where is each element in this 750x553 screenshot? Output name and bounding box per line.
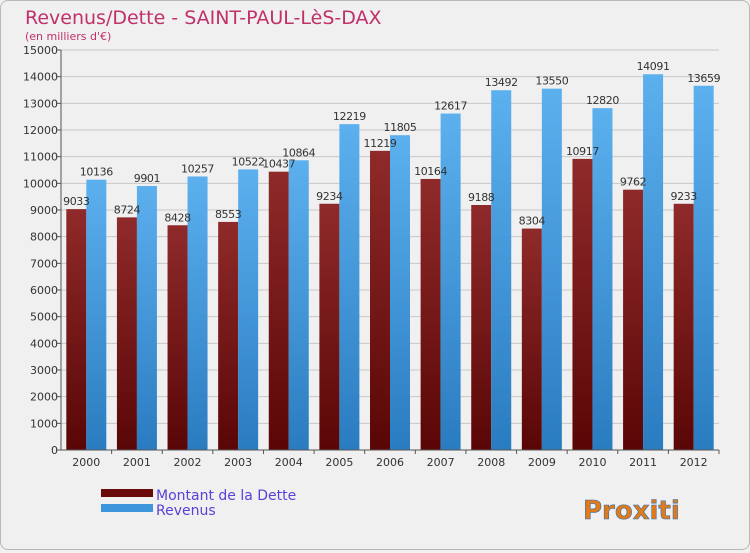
y-tick-label: 7000 xyxy=(30,257,58,270)
data-label-debt: 10164 xyxy=(414,165,447,178)
bar-revenue xyxy=(693,85,714,450)
y-tick-label: 14000 xyxy=(23,71,58,84)
bar-revenue xyxy=(491,90,512,451)
y-tick-label: 15000 xyxy=(23,44,58,57)
bar-debt xyxy=(218,221,239,450)
data-label-debt: 9234 xyxy=(316,190,343,203)
bar-debt xyxy=(116,217,137,450)
data-label-revenue: 12617 xyxy=(434,100,467,113)
bar-debt xyxy=(471,204,492,450)
bar-revenue xyxy=(339,124,360,450)
bar-debt xyxy=(268,171,289,450)
bar-debt xyxy=(319,203,340,450)
bar-revenue xyxy=(136,185,157,450)
x-tick-label: 2007 xyxy=(427,456,455,469)
data-label-revenue: 9901 xyxy=(134,172,160,185)
data-label-debt: 9033 xyxy=(63,195,90,208)
data-label-revenue: 12820 xyxy=(586,94,619,107)
bar-debt xyxy=(623,189,644,450)
x-tick-label: 2005 xyxy=(325,456,353,469)
data-label-debt: 9188 xyxy=(468,191,495,204)
y-tick-label: 13000 xyxy=(23,97,58,110)
bar-revenue xyxy=(390,135,410,450)
data-label-revenue: 10864 xyxy=(282,146,315,159)
bar-revenue xyxy=(86,179,107,450)
data-label-revenue: 12219 xyxy=(333,110,366,123)
y-tick-label: 10000 xyxy=(23,177,58,190)
data-label-revenue: 10522 xyxy=(232,155,265,168)
bar-debt xyxy=(673,203,694,450)
x-tick-label: 2009 xyxy=(528,456,556,469)
x-tick-label: 2011 xyxy=(629,456,657,469)
y-axis-ticks: 0 1000 2000 3000 4000 5000 6000 7000 8000 9000 100… xyxy=(23,44,61,457)
y-tick-label: 12000 xyxy=(23,124,58,137)
y-tick-label: 4000 xyxy=(30,337,58,350)
data-label-debt: 9233 xyxy=(670,190,697,203)
x-tick-label: 2010 xyxy=(578,456,606,469)
data-label-revenue: 11805 xyxy=(384,121,417,134)
data-label-debt: 8304 xyxy=(519,215,546,228)
y-tick-label: 5000 xyxy=(30,311,58,324)
x-tick-label: 2003 xyxy=(224,456,252,469)
y-tick-label: 9000 xyxy=(30,204,58,217)
bar-revenue xyxy=(643,74,664,451)
y-tick-label: 6000 xyxy=(30,284,58,297)
data-label-revenue: 13492 xyxy=(485,76,518,89)
data-label-debt: 8724 xyxy=(114,203,141,216)
y-tick-label: 11000 xyxy=(23,151,58,164)
data-label-revenue: 10136 xyxy=(80,166,113,179)
legend-swatch-revenue xyxy=(101,504,153,512)
data-label-debt: 8428 xyxy=(164,211,191,224)
data-label-debt: 10437 xyxy=(262,158,295,171)
bar-revenue xyxy=(187,176,208,451)
bar-revenue xyxy=(541,88,562,451)
x-tick-label: 2006 xyxy=(376,456,404,469)
data-label-revenue: 13550 xyxy=(535,75,568,88)
data-label-revenue: 13659 xyxy=(687,72,720,85)
y-tick-label: 0 xyxy=(51,444,58,457)
legend-label-revenue: Revenus xyxy=(156,503,216,519)
x-tick-label: 2008 xyxy=(477,456,505,469)
x-tick-label: 2002 xyxy=(174,456,202,469)
y-tick-label: 3000 xyxy=(30,364,58,377)
bar-revenue xyxy=(592,108,613,450)
x-axis-ticks: 2000 2001 2002 2003 2004 2005 2006 2007 2008 2009… xyxy=(72,450,720,469)
x-tick-label: 2004 xyxy=(275,456,303,469)
bar-revenue xyxy=(238,169,259,450)
bar-revenue xyxy=(440,113,461,451)
bars xyxy=(66,74,714,451)
legend-label-debt: Montant de la Dette xyxy=(156,488,296,504)
logo-text: Proxiti xyxy=(583,496,680,526)
data-label-debt: 8553 xyxy=(215,208,242,221)
bar-revenue xyxy=(288,160,309,450)
x-tick-label: 2012 xyxy=(680,456,708,469)
bar-debt xyxy=(420,178,441,450)
data-label-debt: 10917 xyxy=(566,145,599,158)
data-label-debt: 11219 xyxy=(364,137,397,150)
legend-swatch-debt xyxy=(101,489,153,497)
chart-title: Revenus/Dette - SAINT-PAUL-LèS-DAX xyxy=(25,7,382,29)
y-tick-label: 8000 xyxy=(30,231,58,244)
bar-debt xyxy=(66,209,87,450)
bar-debt xyxy=(167,225,188,450)
bar-debt xyxy=(370,150,390,450)
data-label-debt: 9762 xyxy=(620,176,646,189)
data-labels: 9033 10136 8724 9901 8428 10257 8553 1052210437… xyxy=(63,60,721,228)
bar-debt xyxy=(521,228,542,450)
y-tick-label: 1000 xyxy=(30,417,58,430)
x-tick-label: 2000 xyxy=(72,456,100,469)
x-tick-label: 2001 xyxy=(123,456,151,469)
proxiti-logo: Proxiti xyxy=(583,496,680,527)
data-label-revenue: 14091 xyxy=(637,60,670,73)
chart-subtitle: (en milliers d'€) xyxy=(25,30,111,43)
bar-debt xyxy=(572,158,593,450)
y-tick-label: 2000 xyxy=(30,391,58,404)
data-label-revenue: 10257 xyxy=(181,162,214,175)
legend: Montant de la Dette Revenus xyxy=(101,488,296,519)
